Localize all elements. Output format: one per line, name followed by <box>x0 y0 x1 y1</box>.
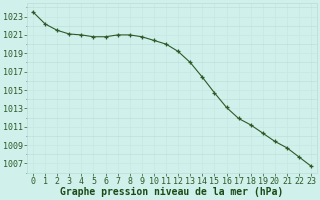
X-axis label: Graphe pression niveau de la mer (hPa): Graphe pression niveau de la mer (hPa) <box>60 187 284 197</box>
